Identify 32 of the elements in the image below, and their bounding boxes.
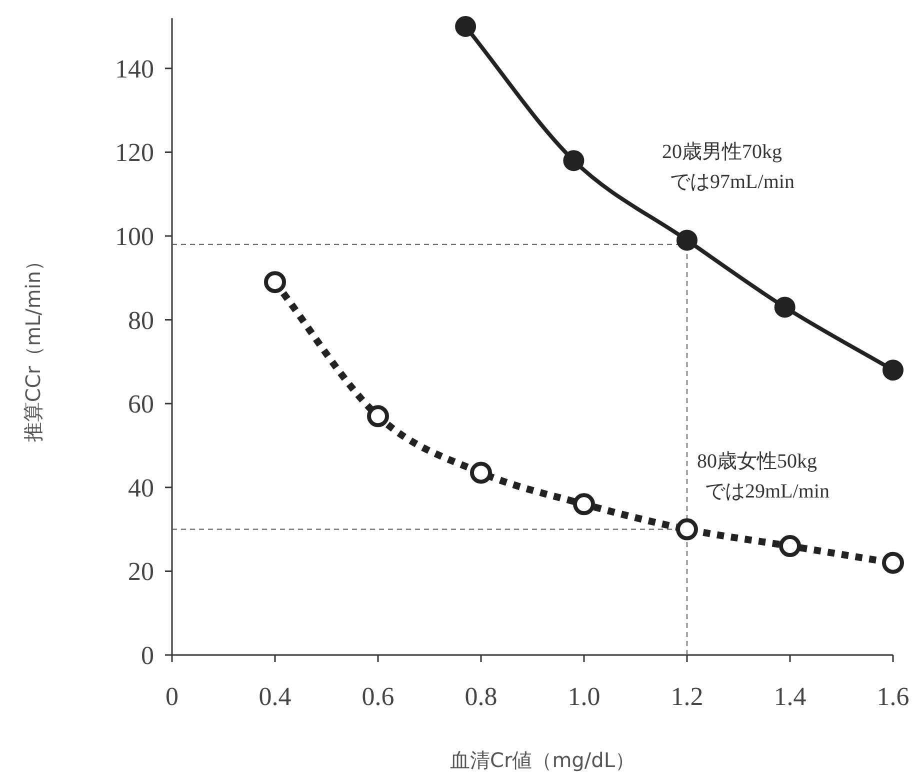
y-tick-label: 20	[128, 557, 154, 586]
point	[676, 230, 698, 251]
point	[882, 552, 904, 574]
x-tick-label: 1.4	[774, 682, 806, 711]
x-axis-title: 血清Cr値（mg/dL）	[450, 748, 635, 772]
point	[882, 360, 904, 381]
annotation: 20歳男性70kgでは97mL/min	[662, 141, 794, 194]
y-axis-title: 推算CCr（mL/min）	[21, 250, 45, 442]
point	[367, 405, 389, 428]
y-tick-label: 120	[115, 138, 154, 168]
x-tick-label: 0.8	[464, 682, 498, 711]
y-tick-label: 100	[115, 222, 154, 251]
x-tick-label: 0	[166, 682, 178, 711]
x-tick-label: 1.6	[876, 682, 910, 711]
y-tick-label: 80	[128, 306, 154, 335]
point	[264, 271, 286, 294]
x-tick-label: 0.6	[362, 682, 394, 711]
point	[455, 16, 476, 37]
y-tick-label: 40	[128, 473, 154, 502]
point	[779, 535, 801, 558]
point	[774, 296, 796, 318]
x-tick-label: 0.4	[258, 682, 292, 711]
point	[676, 518, 698, 540]
point	[573, 493, 595, 516]
point	[563, 150, 584, 172]
x-tick-label: 1.0	[568, 682, 600, 711]
annotation: 80歳女性50kgでは29mL/min	[697, 450, 830, 502]
x-tick-label: 1.2	[670, 682, 704, 711]
y-tick-label: 0	[141, 641, 154, 670]
y-tick-label: 60	[128, 390, 154, 419]
point	[470, 462, 492, 484]
y-tick-label: 140	[115, 54, 154, 84]
